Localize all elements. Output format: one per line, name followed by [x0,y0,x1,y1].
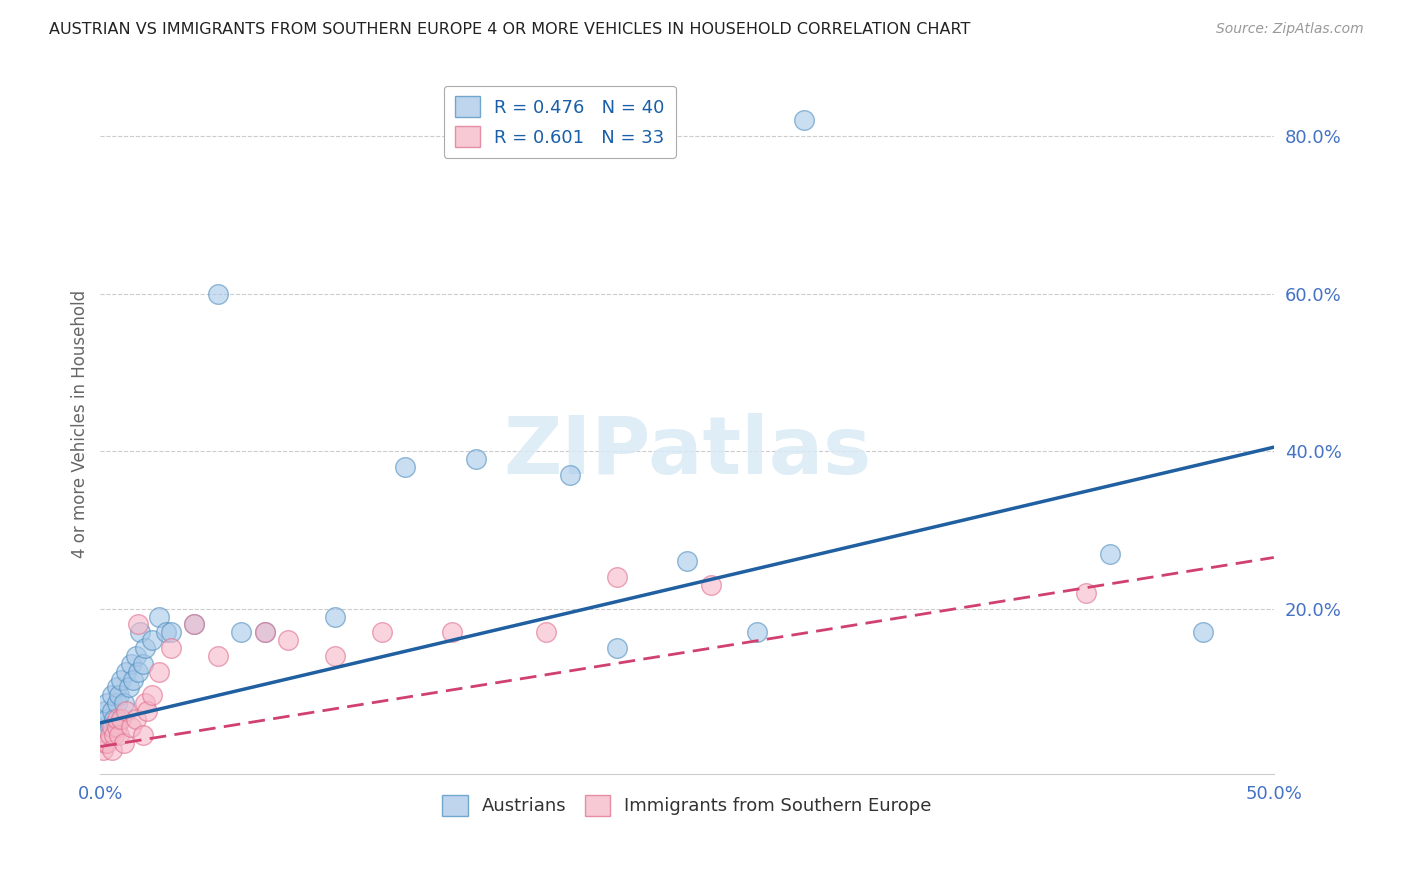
Point [105,681,128,695]
Point [110,673,132,687]
Point [101,743,124,757]
Point [159,625,181,640]
Point [253,625,276,640]
Point [105,696,128,710]
Point [101,704,124,718]
Point [112,736,135,750]
Point [441,625,464,640]
Point [558,467,581,482]
Text: AUSTRIAN VS IMMIGRANTS FROM SOUTHERN EUROPE 4 OR MORE VEHICLES IN HOUSEHOLD CORR: AUSTRIAN VS IMMIGRANTS FROM SOUTHERN EUR… [49,22,970,37]
Text: ZIPatlas: ZIPatlas [503,413,872,491]
Point [105,720,128,734]
Point [159,641,181,656]
Point [183,617,205,632]
Point [464,452,486,467]
Point [131,657,153,671]
Point [155,625,177,640]
Point [122,673,145,687]
Point [207,648,229,663]
Point [129,625,152,640]
Point [606,570,628,584]
Point [141,689,163,703]
Point [96,696,118,710]
Point [115,665,138,679]
Point [91,720,114,734]
Point [103,712,125,726]
Point [120,657,142,671]
Point [112,696,135,710]
Point [101,689,124,703]
Point [536,625,558,640]
Point [134,696,156,710]
Point [108,728,131,742]
Point [231,625,253,640]
Point [105,712,128,726]
Point [141,633,163,648]
Point [148,665,170,679]
Point [1074,586,1097,600]
Point [394,459,416,474]
Point [124,712,146,726]
Point [98,720,121,734]
Point [103,728,125,742]
Point [115,704,138,718]
Y-axis label: 4 or more Vehicles in Household: 4 or more Vehicles in Household [72,290,89,558]
Point [131,728,153,742]
Point [96,736,118,750]
Point [253,625,276,640]
Point [124,648,146,663]
Point [606,641,628,656]
Point [699,578,721,592]
Point [323,648,346,663]
Point [110,712,132,726]
Point [207,286,229,301]
Point [127,665,149,679]
Point [94,704,117,718]
Point [117,681,139,695]
Point [134,641,156,656]
Legend: Austrians, Immigrants from Southern Europe: Austrians, Immigrants from Southern Euro… [433,786,941,825]
Point [323,609,346,624]
Point [98,728,121,742]
Point [120,720,142,734]
Point [371,625,394,640]
Point [747,625,769,640]
Point [148,609,170,624]
Point [136,704,159,718]
Point [101,720,124,734]
Point [183,617,205,632]
Point [91,743,114,757]
Point [108,689,131,703]
Point [277,633,299,648]
Point [1098,547,1121,561]
Point [1192,625,1215,640]
Point [793,113,815,128]
Point [127,617,149,632]
Point [94,736,117,750]
Point [676,554,699,568]
Text: Source: ZipAtlas.com: Source: ZipAtlas.com [1216,22,1364,37]
Point [96,712,118,726]
